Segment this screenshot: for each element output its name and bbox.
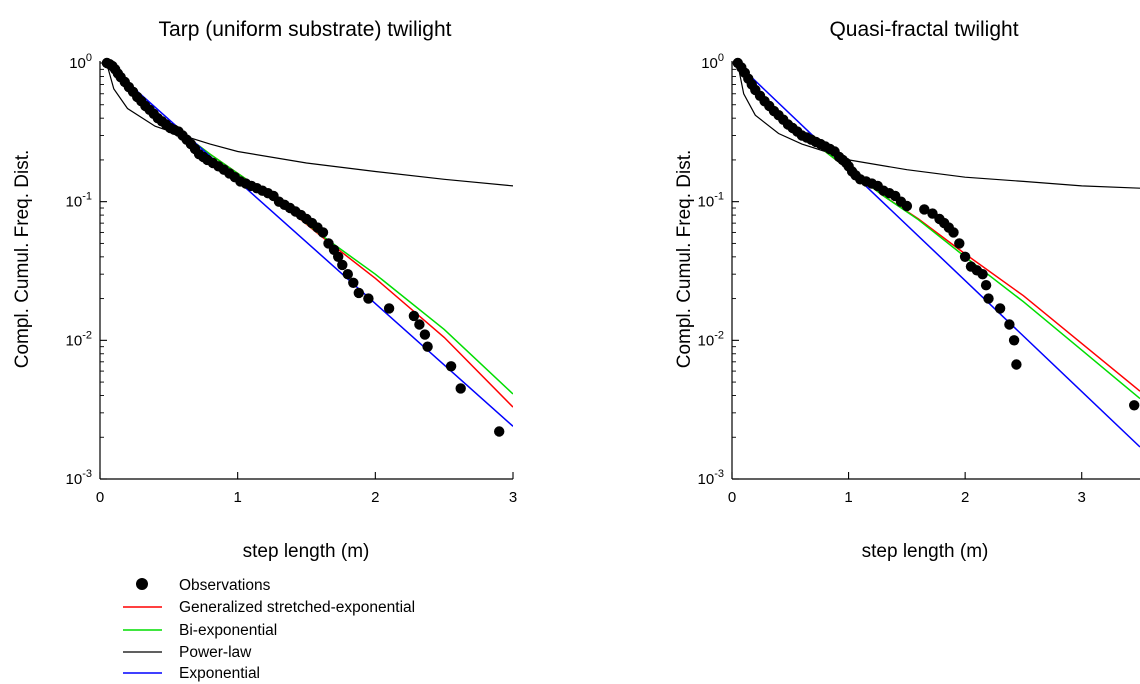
left-gse-fit-line <box>106 63 513 408</box>
right-y-tick-label: 10-1 <box>698 191 724 211</box>
legend: Observations Generalized stretched-expon… <box>123 577 415 682</box>
left-observation-point <box>342 269 353 280</box>
left-panel: Tarp (uniform substrate) twilight Compl.… <box>12 18 517 562</box>
right-power-law-fit-line <box>737 64 1140 189</box>
left-y-tick-label: 10-2 <box>66 329 92 349</box>
left-observation-point <box>363 293 374 304</box>
left-x-tick-label: 2 <box>371 489 379 506</box>
left-x-tick-label: 1 <box>233 489 241 506</box>
left-x-axis-label: step length (m) <box>243 541 370 562</box>
right-observation-point <box>948 227 959 238</box>
right-observation-point <box>959 251 971 262</box>
right-x-tick-label: 2 <box>961 489 969 506</box>
left-x-tick-label: 3 <box>509 489 517 506</box>
left-y-tick-label: 10-3 <box>66 468 92 488</box>
right-gse-fit-line <box>737 63 1140 392</box>
legend-item-bi-exponential: Bi-exponential <box>123 622 277 639</box>
right-observation-point <box>977 269 988 280</box>
right-y-tick-label: 10-3 <box>698 468 724 488</box>
left-y-tick-label: 100 <box>69 52 92 72</box>
right-observation-point <box>1008 335 1020 346</box>
left-x-tick-label: 0 <box>96 489 104 506</box>
left-observation-point <box>337 259 348 271</box>
left-observation-point <box>422 341 433 352</box>
left-observations <box>101 57 505 437</box>
right-x-tick-label: 0 <box>728 489 736 506</box>
left-observation-point <box>333 251 344 262</box>
right-observation-point <box>994 303 1006 314</box>
legend-item-generalized-stretched-exponential: Generalized stretched-exponential <box>123 599 415 616</box>
left-exponential-fit-line <box>106 63 513 427</box>
right-y-tick-label: 100 <box>701 52 724 72</box>
left-observation-point <box>455 383 466 394</box>
legend-label-observations: Observations <box>179 577 271 594</box>
right-y-tick-label: 10-2 <box>698 329 724 349</box>
right-chart-title: Quasi-fractal twilight <box>829 18 1018 41</box>
left-fit-curves <box>106 63 513 427</box>
right-observation-point <box>1004 319 1015 330</box>
legend-item-exponential: Exponential <box>123 665 260 682</box>
legend-label-generalized-stretched-exponential: Generalized stretched-exponential <box>179 599 415 616</box>
legend-observations-marker <box>136 578 148 590</box>
legend-item-observations: Observations <box>136 577 271 594</box>
right-observation-point <box>954 238 965 249</box>
right-x-tick-label: 3 <box>1078 489 1086 506</box>
right-observation-point <box>980 280 992 291</box>
left-chart-title: Tarp (uniform substrate) twilight <box>159 18 452 41</box>
left-observation-point <box>445 361 457 372</box>
right-observations <box>732 57 1140 411</box>
right-observation-point <box>919 204 930 215</box>
right-observation-point <box>901 200 913 212</box>
right-observation-point <box>983 293 994 304</box>
legend-label-bi-exponential: Bi-exponential <box>179 622 277 639</box>
left-observation-point <box>383 303 395 314</box>
left-observation-point <box>353 287 364 299</box>
legend-label-power-law: Power-law <box>179 644 252 661</box>
right-y-axis-label: Compl. Cumul. Freq. Dist. <box>674 150 695 369</box>
left-observation-point <box>414 319 425 330</box>
legend-item-power-law: Power-law <box>123 644 252 661</box>
left-observation-point <box>408 310 420 322</box>
right-x-axis-label: step length (m) <box>862 541 989 562</box>
right-observation-point <box>927 208 938 219</box>
right-x-tick-label: 1 <box>844 489 852 506</box>
left-y-axis-label: Compl. Cumul. Freq. Dist. <box>12 150 33 369</box>
right-panel: Quasi-fractal twilight Compl. Cumul. Fre… <box>674 18 1140 562</box>
left-observation-point <box>419 329 431 340</box>
right-bi-exponential-fit-line <box>737 63 1140 400</box>
right-observation-point <box>1011 359 1022 370</box>
left-observation-point <box>317 227 329 238</box>
legend-label-exponential: Exponential <box>179 665 260 682</box>
right-exponential-fit-line <box>737 63 1140 448</box>
left-y-tick-label: 10-1 <box>66 191 92 211</box>
left-observation-point <box>494 426 505 437</box>
right-observation-point <box>1129 400 1140 411</box>
right-fit-curves <box>737 63 1140 448</box>
left-power-law-fit-line <box>106 64 513 187</box>
left-observation-point <box>348 277 359 288</box>
